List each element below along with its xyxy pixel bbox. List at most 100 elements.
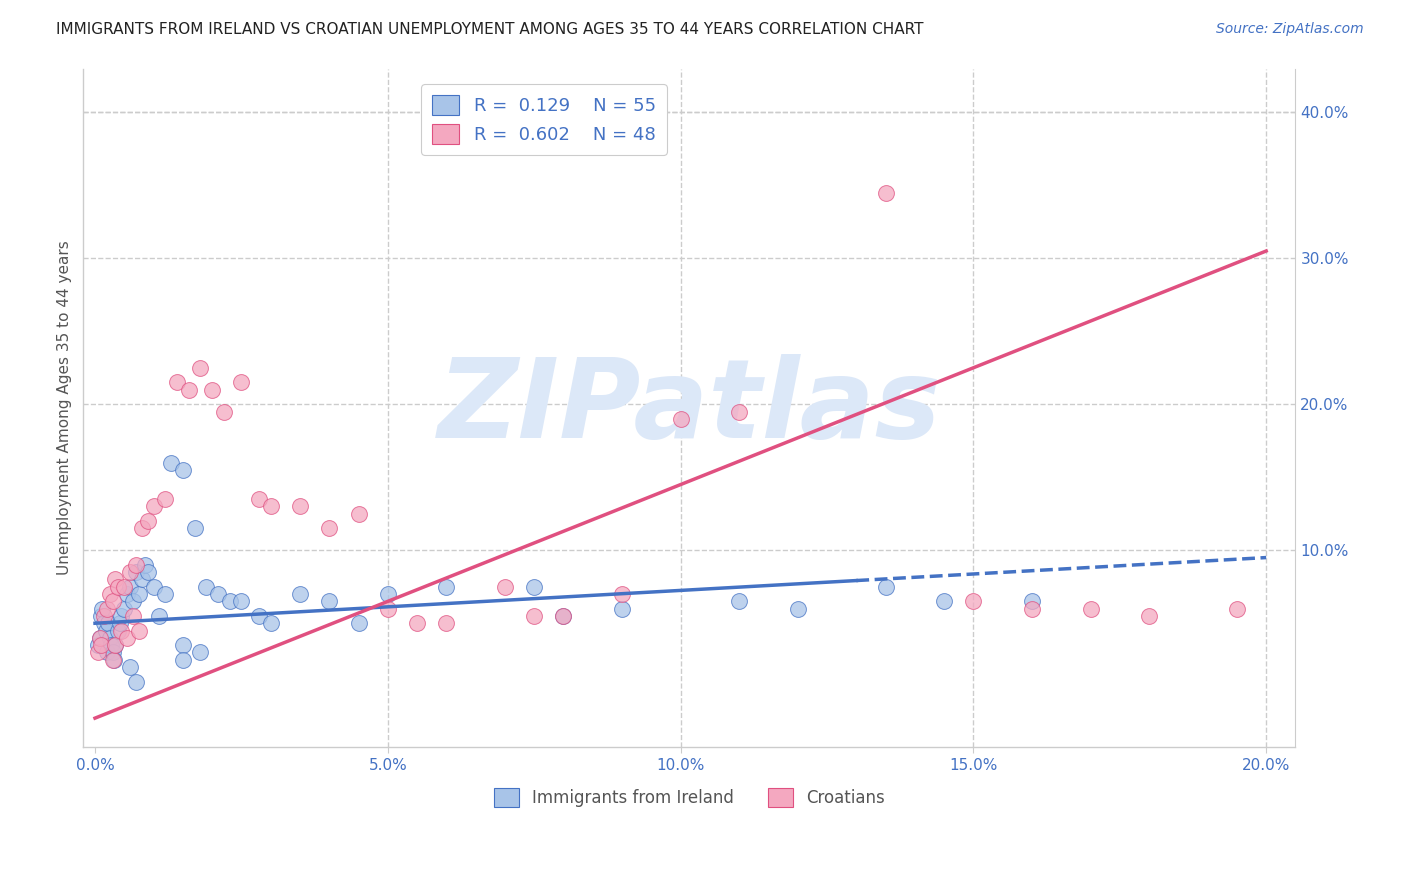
- Point: [115, 631, 138, 645]
- Point: [89, 631, 111, 645]
- Point: [107, 580, 129, 594]
- Point: [523, 609, 546, 624]
- Point: [110, 624, 132, 638]
- Point: [166, 376, 188, 390]
- Point: [288, 500, 311, 514]
- Point: [104, 573, 127, 587]
- Point: [125, 674, 148, 689]
- Point: [87, 638, 110, 652]
- Point: [377, 601, 399, 615]
- Point: [932, 594, 955, 608]
- Point: [786, 601, 808, 615]
- Point: [128, 587, 150, 601]
- Point: [87, 645, 110, 659]
- Point: [94, 624, 117, 638]
- Point: [142, 580, 165, 594]
- Point: [406, 616, 429, 631]
- Point: [98, 587, 121, 601]
- Point: [347, 507, 370, 521]
- Point: [318, 521, 340, 535]
- Point: [131, 573, 153, 587]
- Point: [115, 587, 138, 601]
- Point: [875, 580, 897, 594]
- Point: [247, 609, 270, 624]
- Point: [90, 638, 112, 652]
- Point: [231, 594, 253, 608]
- Point: [136, 514, 159, 528]
- Point: [97, 616, 120, 631]
- Point: [108, 616, 131, 631]
- Point: [875, 186, 897, 200]
- Point: [155, 587, 177, 601]
- Point: [212, 404, 235, 418]
- Point: [207, 587, 229, 601]
- Point: [100, 638, 122, 652]
- Point: [962, 594, 984, 608]
- Point: [131, 521, 153, 535]
- Point: [104, 638, 127, 652]
- Text: Source: ZipAtlas.com: Source: ZipAtlas.com: [1216, 22, 1364, 37]
- Y-axis label: Unemployment Among Ages 35 to 44 years: Unemployment Among Ages 35 to 44 years: [58, 241, 72, 575]
- Point: [120, 580, 142, 594]
- Point: [142, 500, 165, 514]
- Point: [104, 638, 127, 652]
- Point: [553, 609, 575, 624]
- Point: [610, 601, 633, 615]
- Point: [160, 456, 183, 470]
- Point: [1021, 601, 1043, 615]
- Point: [172, 638, 194, 652]
- Point: [98, 631, 121, 645]
- Point: [107, 624, 129, 638]
- Point: [1226, 601, 1249, 615]
- Point: [172, 463, 194, 477]
- Point: [523, 580, 546, 594]
- Point: [125, 558, 148, 572]
- Point: [247, 492, 270, 507]
- Point: [91, 601, 114, 615]
- Point: [610, 587, 633, 601]
- Point: [494, 580, 516, 594]
- Point: [120, 660, 142, 674]
- Point: [93, 609, 115, 624]
- Point: [183, 521, 205, 535]
- Point: [553, 609, 575, 624]
- Point: [434, 580, 457, 594]
- Point: [103, 653, 125, 667]
- Point: [120, 565, 142, 579]
- Point: [112, 601, 135, 615]
- Point: [122, 609, 145, 624]
- Point: [128, 624, 150, 638]
- Point: [1080, 601, 1102, 615]
- Point: [669, 412, 692, 426]
- Point: [190, 360, 212, 375]
- Point: [110, 609, 132, 624]
- Point: [318, 594, 340, 608]
- Point: [434, 616, 457, 631]
- Point: [155, 492, 177, 507]
- Point: [90, 609, 112, 624]
- Point: [201, 383, 224, 397]
- Point: [195, 580, 218, 594]
- Point: [125, 565, 148, 579]
- Point: [89, 631, 111, 645]
- Point: [172, 653, 194, 667]
- Point: [112, 580, 135, 594]
- Point: [347, 616, 370, 631]
- Point: [177, 383, 200, 397]
- Point: [288, 587, 311, 601]
- Point: [1137, 609, 1160, 624]
- Point: [134, 558, 156, 572]
- Point: [96, 645, 118, 659]
- Point: [260, 500, 283, 514]
- Legend: Immigrants from Ireland, Croatians: Immigrants from Ireland, Croatians: [488, 781, 891, 814]
- Point: [218, 594, 240, 608]
- Text: IMMIGRANTS FROM IRELAND VS CROATIAN UNEMPLOYMENT AMONG AGES 35 TO 44 YEARS CORRE: IMMIGRANTS FROM IRELAND VS CROATIAN UNEM…: [56, 22, 924, 37]
- Point: [728, 594, 751, 608]
- Point: [101, 645, 124, 659]
- Point: [190, 645, 212, 659]
- Point: [101, 653, 124, 667]
- Point: [377, 587, 399, 601]
- Point: [96, 601, 118, 615]
- Point: [231, 376, 253, 390]
- Point: [93, 616, 115, 631]
